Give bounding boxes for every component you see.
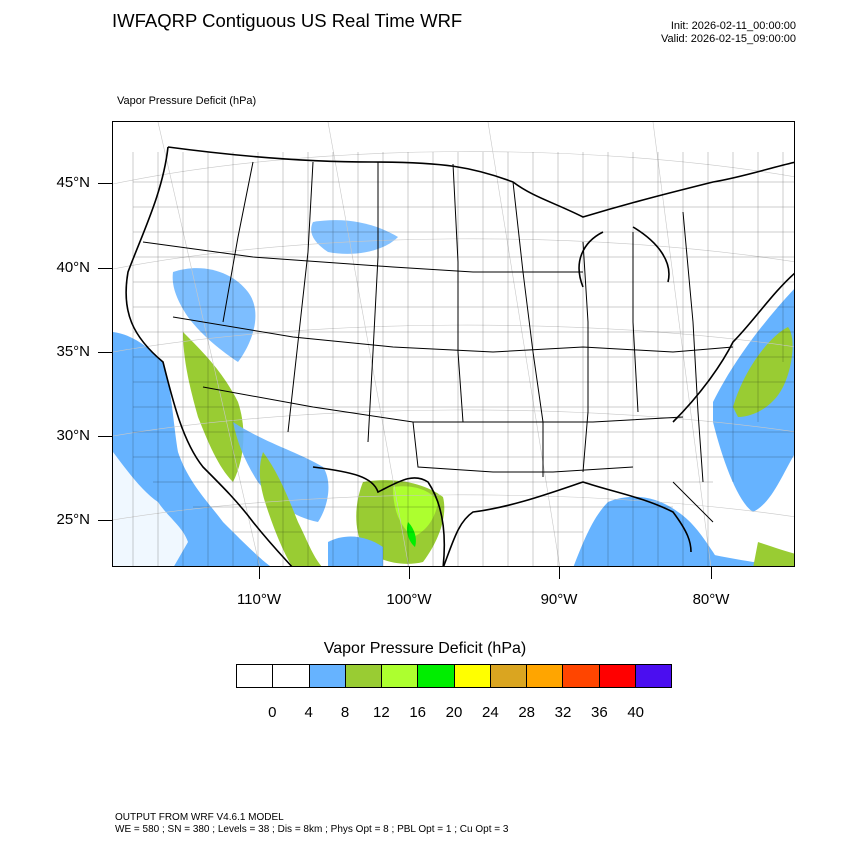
ocean-shading bbox=[113, 289, 794, 566]
lon-label-90: 90°W bbox=[540, 591, 578, 608]
colorbar-cell bbox=[382, 665, 419, 687]
colorbar-cell bbox=[527, 665, 564, 687]
colorbar-cell bbox=[454, 665, 491, 687]
lat-tick bbox=[98, 352, 112, 353]
colorbar-cell bbox=[635, 665, 671, 687]
init-time: Init: 2026-02-11_00:00:00 bbox=[670, 20, 796, 32]
lon-tick bbox=[559, 567, 560, 579]
plot-title: IWFAQRP Contiguous US Real Time WRF bbox=[112, 10, 463, 31]
colorbar-label: 4 bbox=[304, 704, 313, 721]
colorbar-label: 24 bbox=[481, 704, 499, 721]
colorbar-cell bbox=[490, 665, 527, 687]
lat-label-45: 45°N bbox=[56, 174, 90, 191]
lon-label-100: 100°W bbox=[386, 591, 432, 608]
county-boundaries bbox=[132, 152, 794, 566]
colorbar-cell bbox=[418, 665, 455, 687]
lon-label-110: 110°W bbox=[236, 591, 282, 608]
lat-label-35: 35°N bbox=[56, 343, 90, 360]
lat-label-40: 40°N bbox=[56, 259, 90, 276]
graticule bbox=[113, 122, 794, 566]
lon-tick bbox=[409, 567, 410, 579]
valid-time: Valid: 2026-02-15_09:00:00 bbox=[661, 33, 796, 45]
colorbar-label: 12 bbox=[372, 704, 390, 721]
lat-tick bbox=[98, 436, 112, 437]
map-svg bbox=[113, 122, 794, 566]
map-panel bbox=[112, 121, 795, 567]
colorbar-label: 16 bbox=[409, 704, 426, 721]
state-boundaries bbox=[142, 161, 734, 523]
field-label: Vapor Pressure Deficit (hPa) bbox=[117, 95, 257, 107]
colorbar-cell bbox=[237, 665, 274, 687]
colorbar-label: 40 bbox=[627, 704, 644, 721]
model-config: WE = 580 ; SN = 380 ; Levels = 38 ; Dis … bbox=[115, 824, 509, 835]
lon-label-80: 80°W bbox=[692, 591, 730, 608]
model-info: OUTPUT FROM WRF V4.6.1 MODEL bbox=[115, 812, 284, 823]
lon-tick bbox=[259, 567, 260, 579]
lon-tick bbox=[711, 567, 712, 579]
colorbar-label: 20 bbox=[445, 704, 463, 721]
colorbar-label: 0 bbox=[268, 704, 277, 721]
colorbar-cell bbox=[345, 665, 382, 687]
colorbar-cell bbox=[309, 665, 346, 687]
colorbar-label: 36 bbox=[590, 704, 608, 721]
colorbar-title: Vapor Pressure Deficit (hPa) bbox=[323, 640, 527, 657]
colorbar-cell bbox=[599, 665, 636, 687]
colorbar-cell bbox=[563, 665, 600, 687]
lat-tick bbox=[98, 183, 112, 184]
colorbar bbox=[236, 664, 672, 688]
lat-tick bbox=[98, 520, 112, 521]
colorbar-cell bbox=[273, 665, 310, 687]
lat-label-30: 30°N bbox=[56, 427, 90, 444]
colorbar-label: 28 bbox=[518, 704, 535, 721]
lat-tick bbox=[98, 268, 112, 269]
colorbar-label: 32 bbox=[554, 704, 572, 721]
lat-label-25: 25°N bbox=[56, 511, 90, 528]
colorbar-label: 8 bbox=[340, 704, 350, 721]
